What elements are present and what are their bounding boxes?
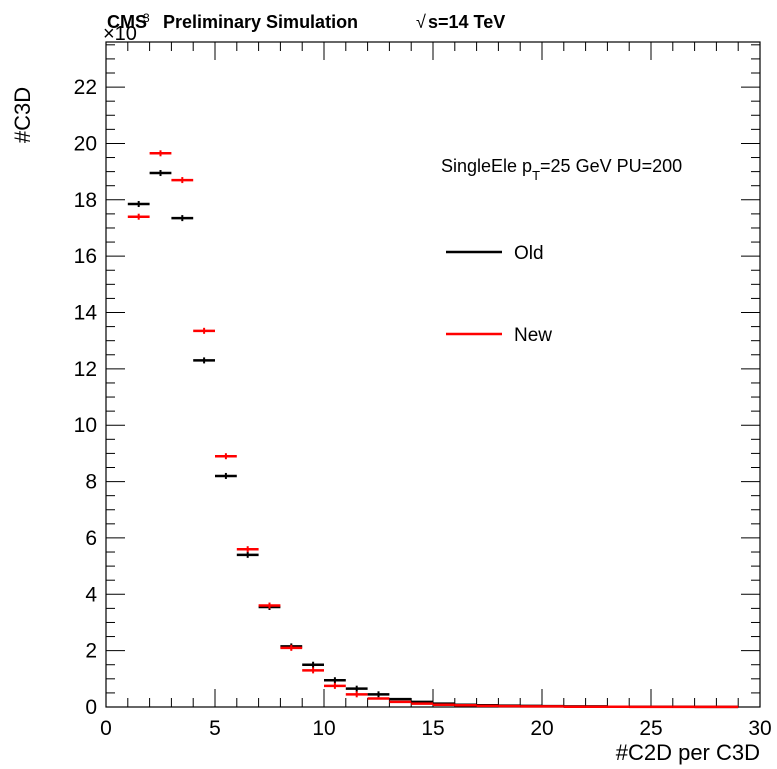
y-tick-label: 6 [85, 527, 97, 550]
y-axis-label: #C3D [10, 87, 35, 143]
y-tick-label: 0 [85, 696, 97, 719]
y-tick-label: 4 [85, 583, 97, 606]
y-tick-label: 12 [74, 358, 97, 381]
energy-label: s=14 TeV [428, 12, 505, 32]
x-tick-label: 20 [530, 717, 553, 740]
cms-label: CMS [107, 12, 147, 32]
sqrt-symbol: √ [416, 12, 426, 32]
x-tick-label: 30 [748, 717, 771, 740]
y-tick-label: 14 [74, 302, 98, 325]
y-tick-label: 18 [74, 189, 97, 212]
y-tick-label: 2 [85, 640, 97, 663]
annotation-suffix: =25 GeV PU=200 [540, 156, 682, 176]
legend-label-old: Old [514, 243, 544, 264]
y-multiplier-exponent: 3 [143, 11, 150, 25]
series-new [127, 150, 739, 709]
y-tick-label: 10 [74, 414, 97, 437]
y-tick-label: 20 [74, 132, 97, 155]
legend: Old New [446, 243, 552, 346]
header-subtitle: Preliminary Simulation [163, 12, 358, 32]
annotation-text: SingleEle pT=25 GeV PU=200 [441, 156, 682, 183]
x-tick-label: 25 [639, 717, 662, 740]
x-axis-label: #C2D per C3D [616, 740, 760, 765]
x-tick-label: 10 [312, 717, 335, 740]
y-tick-label: 16 [74, 245, 97, 268]
annotation-prefix: SingleEle p [441, 156, 532, 176]
y-tick-label: 8 [85, 471, 97, 494]
x-tick-label: 0 [100, 717, 112, 740]
y-multiplier-label: ×10 [103, 23, 137, 45]
axis-ticks: 0 5 10 15 20 25 30 0 2 4 6 8 10 12 14 16 18 20 22 [74, 42, 772, 740]
x-tick-label: 5 [209, 717, 221, 740]
y-tick-label: 22 [74, 76, 97, 99]
legend-label-new: New [514, 325, 552, 346]
x-tick-label: 15 [421, 717, 444, 740]
data-marks [127, 150, 739, 709]
annotation-subscript: T [532, 168, 540, 183]
